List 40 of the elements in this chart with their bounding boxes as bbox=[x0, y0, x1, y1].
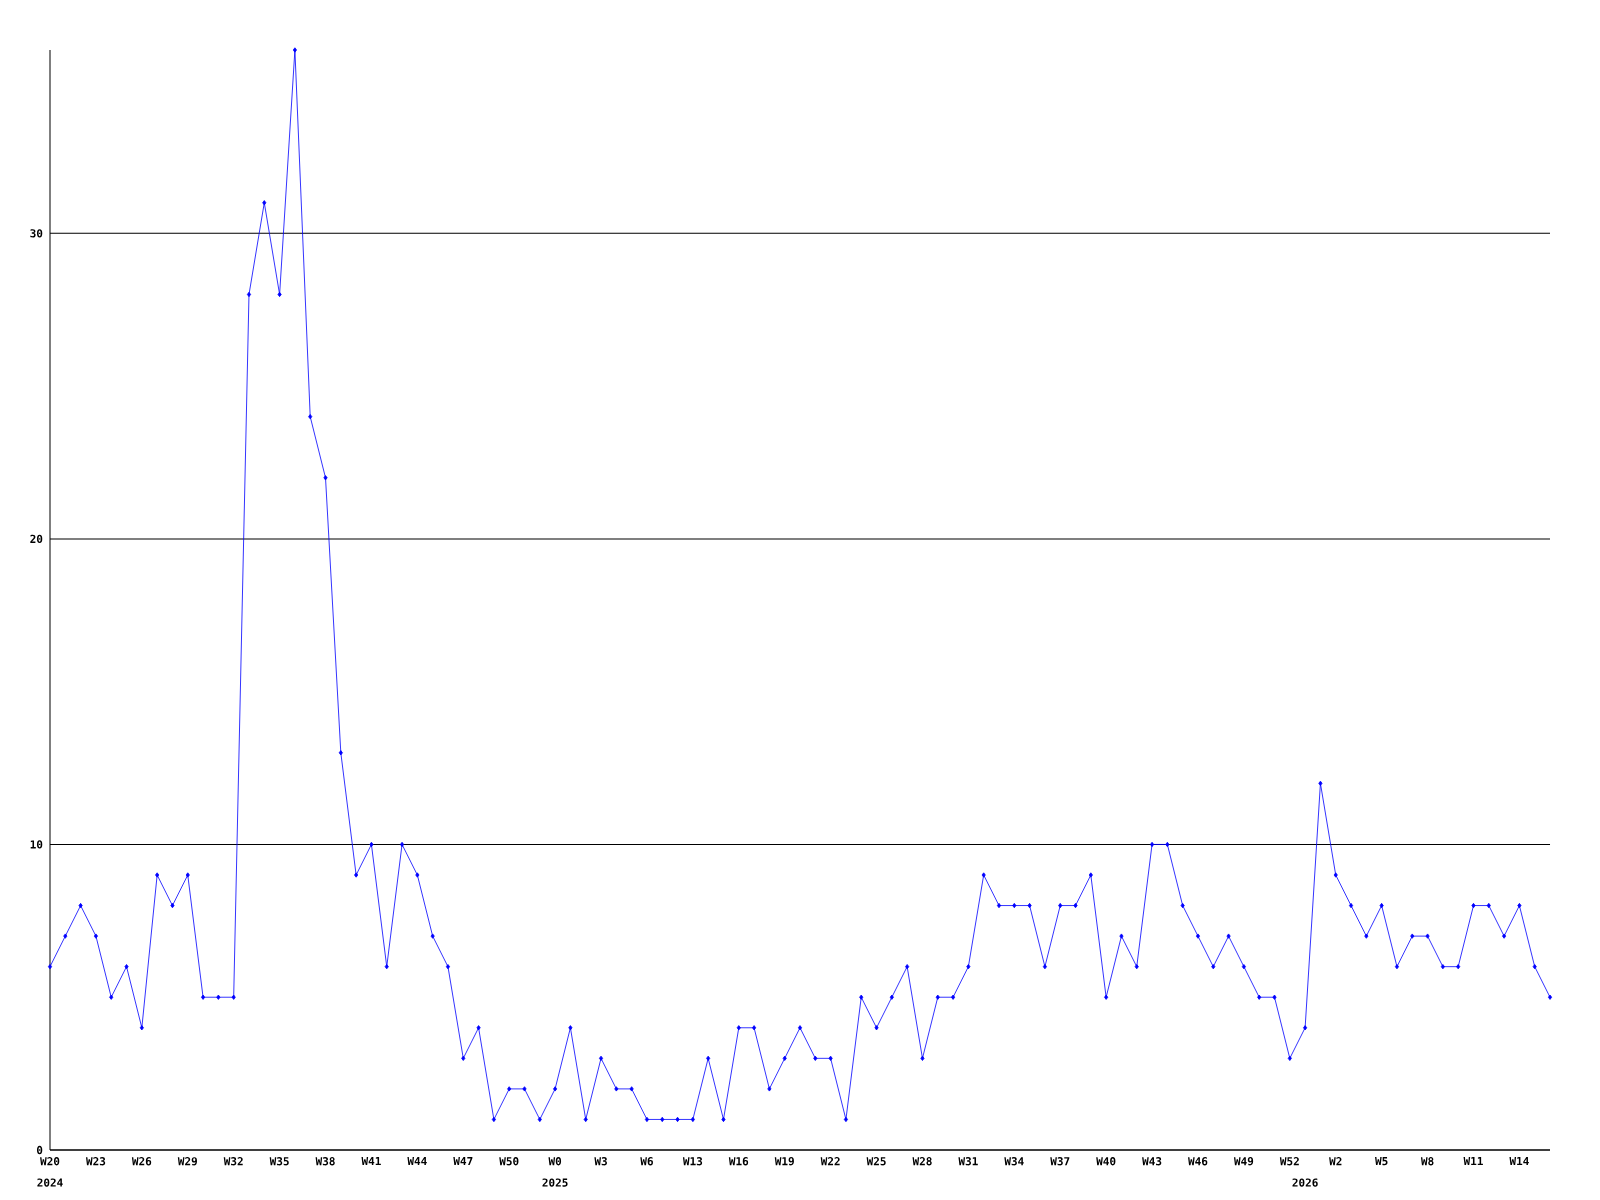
x-tick-label: W22 bbox=[820, 1157, 840, 1166]
x-tick-label: W31 bbox=[958, 1157, 978, 1166]
x-tick-label: W47 bbox=[453, 1157, 473, 1166]
x-tick-label: W46 bbox=[1188, 1157, 1208, 1166]
x-tick-label: W3 bbox=[594, 1157, 607, 1166]
x-tick-label: W14 bbox=[1509, 1157, 1529, 1166]
x-tick-label: W32 bbox=[223, 1157, 243, 1166]
x-tick-label: W40 bbox=[1096, 1157, 1116, 1166]
x-tick-label: W11 bbox=[1463, 1157, 1483, 1166]
text: 2025 bbox=[542, 1178, 568, 1187]
x-tick-label: W5 bbox=[1375, 1157, 1388, 1166]
x-tick-label: W38 bbox=[315, 1157, 335, 1166]
x-tick-label: W26 bbox=[131, 1157, 152, 1166]
x-tick-label: W35 bbox=[269, 1157, 289, 1166]
y-tick-label: 30 bbox=[30, 229, 43, 238]
y-tick-label: 0 bbox=[36, 1145, 43, 1155]
x-tick-label: W13 bbox=[682, 1157, 703, 1166]
x-tick-label: W44 bbox=[407, 1157, 427, 1166]
x-tick-label: W29 bbox=[177, 1157, 197, 1166]
x-tick-label: W0 bbox=[548, 1157, 562, 1166]
x-tick-label: W20 bbox=[40, 1157, 60, 1166]
x-tick-label: W49 bbox=[1233, 1157, 1254, 1166]
x-tick-label: W37 bbox=[1050, 1157, 1070, 1166]
text: 2024 bbox=[37, 1178, 63, 1187]
y-tick-label: 10 bbox=[30, 840, 43, 849]
x-tick-label: W19 bbox=[774, 1157, 794, 1166]
x-tick-label: W41 bbox=[361, 1157, 381, 1166]
x-tick-label: W43 bbox=[1142, 1157, 1162, 1166]
x-tick-label: W6 bbox=[640, 1157, 653, 1166]
x-tick-label: W16 bbox=[728, 1157, 749, 1166]
x-tick-label: W34 bbox=[1004, 1157, 1024, 1166]
x-tick-label: W50 bbox=[499, 1157, 519, 1166]
x-tick-label: W2 bbox=[1329, 1157, 1342, 1166]
x-tick-label: W23 bbox=[85, 1157, 106, 1166]
x-tick-label: W52 bbox=[1279, 1157, 1299, 1166]
x-tick-label: W28 bbox=[912, 1157, 932, 1166]
text: 2026 bbox=[1292, 1178, 1318, 1187]
y-tick-label: 20 bbox=[30, 534, 43, 544]
x-tick-label: W8 bbox=[1420, 1157, 1434, 1166]
x-tick-label: W25 bbox=[866, 1157, 886, 1166]
